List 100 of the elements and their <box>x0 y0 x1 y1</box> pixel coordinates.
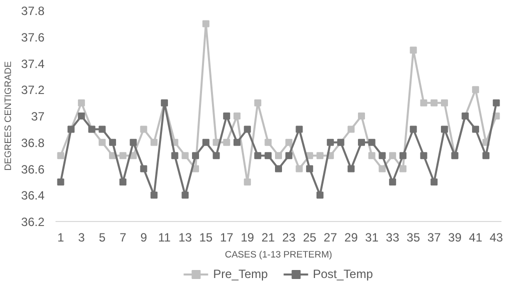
x-tick-label: 3 <box>78 230 86 244</box>
x-tick-label: 11 <box>158 230 171 244</box>
y-tick-label: 37.6 <box>21 30 45 44</box>
point <box>182 152 189 160</box>
point <box>296 165 303 172</box>
x-tick-label: 27 <box>324 230 338 244</box>
point <box>389 178 396 186</box>
point <box>430 99 438 106</box>
x-tick-label: 33 <box>386 230 400 244</box>
x-axis-title: CASES (1-13 PRETERM) <box>224 250 332 260</box>
y-axis-title: DEGREES CENTIGRADE <box>3 61 14 171</box>
point <box>254 152 262 160</box>
x-tick-label: 29 <box>344 230 358 244</box>
point <box>202 20 210 28</box>
point <box>368 138 376 146</box>
point <box>368 152 376 160</box>
point <box>358 112 365 120</box>
point <box>150 138 158 146</box>
point <box>420 99 428 106</box>
point <box>275 152 282 160</box>
point <box>285 138 292 146</box>
point <box>316 192 324 199</box>
point <box>306 165 314 172</box>
point <box>316 152 324 160</box>
point <box>410 46 417 54</box>
x-tick-label: 9 <box>140 230 148 244</box>
point <box>348 126 355 133</box>
point <box>389 152 396 160</box>
x-tick-label: 21 <box>261 230 276 244</box>
point <box>348 165 355 172</box>
x-tick-label: 5 <box>98 230 106 244</box>
point <box>202 138 210 146</box>
point <box>244 126 251 133</box>
point <box>482 152 490 160</box>
point <box>223 138 230 146</box>
point <box>212 152 220 160</box>
x-tick-label: 25 <box>302 230 317 244</box>
point <box>57 178 64 186</box>
point <box>264 152 272 160</box>
x-tick-label: 13 <box>178 230 192 244</box>
point <box>223 112 230 120</box>
point <box>264 138 272 146</box>
point <box>78 99 85 106</box>
point <box>57 152 64 160</box>
x-tick-label: 37 <box>427 230 442 244</box>
point <box>430 178 438 186</box>
point <box>492 99 500 106</box>
x-tick-label: 19 <box>240 230 254 244</box>
x-tick-label: 43 <box>490 230 504 244</box>
point <box>296 126 303 133</box>
y-tick-label: 37.2 <box>21 83 45 98</box>
x-tick-label: 31 <box>365 230 379 244</box>
point <box>119 152 126 160</box>
point <box>472 126 480 133</box>
point <box>420 152 428 160</box>
point <box>378 152 386 160</box>
point <box>192 152 200 160</box>
point <box>140 165 148 172</box>
point <box>410 126 417 133</box>
y-tick-label: 36.6 <box>21 162 45 176</box>
point <box>440 126 448 133</box>
y-tick-label: 37.4 <box>21 56 45 71</box>
y-tick-label: 37 <box>31 110 45 124</box>
point <box>98 138 106 146</box>
y-tick-label: 37.8 <box>21 4 45 18</box>
point <box>254 99 262 106</box>
point <box>285 152 292 160</box>
point <box>150 192 158 199</box>
point <box>171 152 178 160</box>
point <box>378 165 386 172</box>
point <box>109 138 116 146</box>
x-tick-label: 23 <box>282 230 296 244</box>
point <box>399 152 406 160</box>
point <box>326 138 334 146</box>
point <box>358 138 365 146</box>
x-tick-label: 1 <box>57 230 64 244</box>
point <box>182 192 189 199</box>
x-tick-label: 35 <box>406 230 420 244</box>
point <box>275 165 282 172</box>
y-tick-label: 36.4 <box>21 188 45 203</box>
x-tick-label: 17 <box>220 230 234 244</box>
y-tick-label: 36.8 <box>21 136 45 150</box>
point <box>78 112 85 120</box>
legend-label: Post_Temp <box>312 267 373 281</box>
point <box>399 165 406 172</box>
point <box>234 138 241 146</box>
x-tick-label: 15 <box>199 230 213 244</box>
legend-label: Pre_Temp <box>213 267 268 281</box>
x-tick-label: 7 <box>120 230 127 244</box>
point <box>98 126 106 133</box>
point <box>472 86 480 94</box>
y-tick-label: 36.2 <box>21 215 45 229</box>
point <box>140 126 148 133</box>
point <box>119 178 126 186</box>
point <box>244 178 251 186</box>
x-tick-label: 41 <box>468 230 483 244</box>
point <box>130 138 137 146</box>
point <box>440 99 448 106</box>
x-tick-label: 39 <box>448 230 462 244</box>
point <box>234 112 241 120</box>
